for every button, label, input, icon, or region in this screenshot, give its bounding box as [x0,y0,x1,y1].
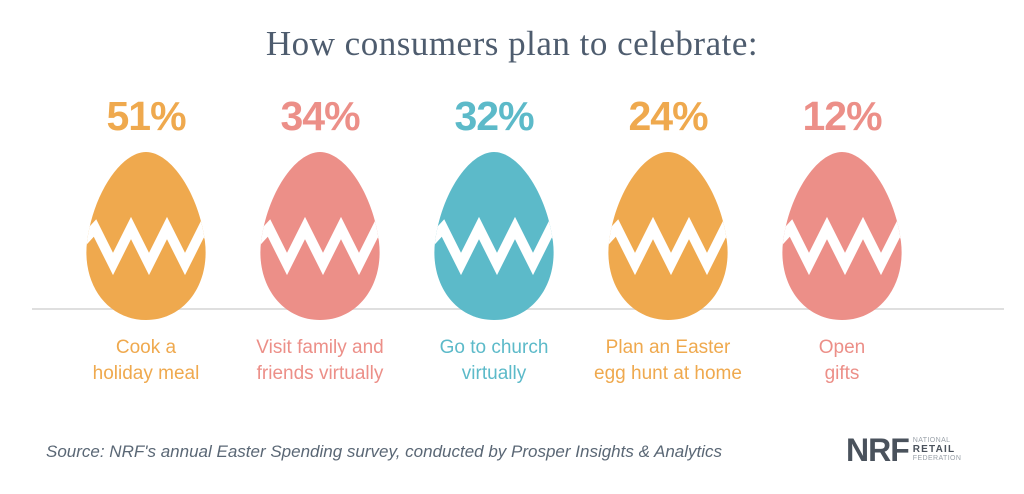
egg-label-line2: egg hunt at home [594,363,742,384]
egg-label: Visit family and friends virtually [256,335,383,387]
egg-column-open-gifts: 12% Open gifts [755,95,929,387]
egg-shape [608,152,728,320]
egg-column-cook-holiday-meal: 51% Cook a holiday meal [59,95,233,387]
egg-column-visit-family-virtually: 34% Visit family and friends virtually [233,95,407,387]
egg-label-line1: Visit family and [256,337,384,358]
egg-crack-zigzag [434,216,554,276]
easter-egg-icon [608,152,728,320]
egg-crack-zigzag [608,216,728,276]
egg-column-egg-hunt-home: 24% Plan an Easter egg hunt at home [581,95,755,387]
easter-egg-icon [86,152,206,320]
easter-egg-icon [782,152,902,320]
egg-shape [86,152,206,320]
egg-shape [434,152,554,320]
nrf-logo-line-federation: FEDERATION [912,455,962,462]
chart-title: How consumers plan to celebrate: [265,24,759,63]
nrf-logo: NRF NATIONAL RETAIL FEDERATION [846,432,962,468]
egg-label-line1: Cook a [115,337,177,358]
egg-label: Plan an Easter egg hunt at home [594,335,742,387]
percent-value: 12% [802,93,882,139]
egg-label: Go to church virtually [440,335,549,387]
percent-value: 51% [106,93,186,139]
nrf-logo-wordmark: NATIONAL RETAIL FEDERATION [913,437,962,462]
egg-label-line1: Go to church [439,337,549,358]
egg-label: Open gifts [819,335,865,387]
egg-shape [782,152,902,320]
egg-label-line2: friends virtually [256,363,384,384]
easter-egg-icon [260,152,380,320]
egg-crack-zigzag [782,216,902,276]
nrf-logo-line-national: NATIONAL [912,437,951,444]
egg-label-line1: Open [818,337,866,358]
egg-columns: 51% Cook a holiday meal 34% Visit family… [59,95,929,387]
egg-label-line1: Plan an Easter [605,337,731,358]
egg-label: Cook a holiday meal [93,335,200,387]
percent-value: 24% [628,93,708,139]
source-text: Source: NRF's annual Easter Spending sur… [46,442,723,461]
percent-value: 34% [280,93,360,139]
egg-crack-zigzag [260,216,380,276]
egg-crack-zigzag [86,216,206,276]
egg-shape [260,152,380,320]
egg-label-line2: gifts [824,363,860,384]
egg-column-church-virtually: 32% Go to church virtually [407,95,581,387]
egg-label-line2: virtually [461,363,527,384]
nrf-logo-line-retail: RETAIL [912,444,956,455]
nrf-logo-acronym: NRF [846,432,910,468]
egg-label-line2: holiday meal [92,363,200,384]
percent-value: 32% [454,93,534,139]
easter-egg-icon [434,152,554,320]
